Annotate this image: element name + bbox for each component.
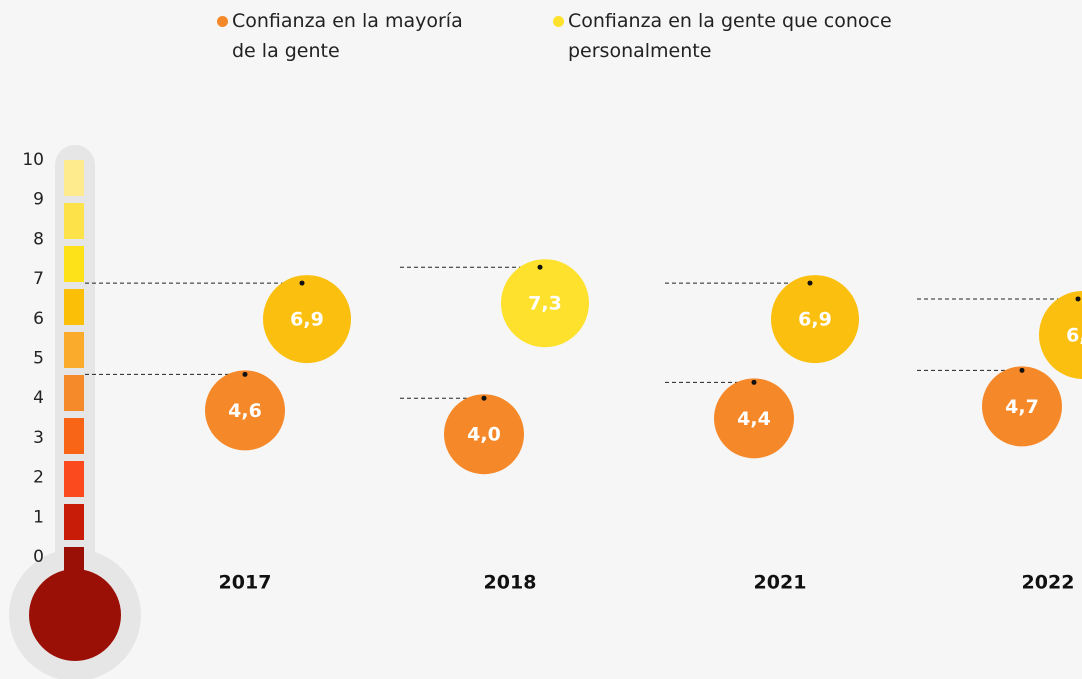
segment <box>64 504 84 540</box>
bubble <box>263 275 351 364</box>
segment <box>64 289 84 325</box>
segment <box>64 375 84 411</box>
y-tick-label: 4 <box>33 388 44 408</box>
legend-marker <box>217 16 228 27</box>
legend-item: Confianza en la gente que conoce persona… <box>553 6 928 66</box>
value-dot <box>807 280 813 286</box>
y-tick-label: 9 <box>33 190 44 210</box>
x-tick-label: 2021 <box>754 572 807 594</box>
bubble <box>982 366 1062 447</box>
y-tick-label: 2 <box>33 468 44 488</box>
data-label: 6,9 <box>290 309 324 331</box>
data-label: 6,9 <box>798 309 832 331</box>
data-label: 4,4 <box>737 408 771 430</box>
value-dot <box>481 395 487 401</box>
bubble <box>1039 290 1082 379</box>
value-dot <box>299 280 305 286</box>
bubble <box>205 370 285 451</box>
segment <box>64 332 84 368</box>
segment <box>64 246 84 282</box>
data-label: 4,7 <box>1005 396 1039 418</box>
x-tick-label: 2017 <box>219 572 272 594</box>
y-tick-label: 1 <box>33 507 44 527</box>
y-tick-label: 8 <box>33 229 44 249</box>
segment <box>64 418 84 454</box>
thermometer-segments <box>64 160 84 587</box>
x-tick-label: 2022 <box>1022 572 1075 594</box>
y-tick-label: 6 <box>33 309 44 329</box>
value-dot <box>537 264 543 270</box>
legend-label: Confianza en la mayoría de la gente <box>232 10 463 62</box>
y-tick-label: 7 <box>33 269 44 289</box>
bubble <box>771 275 859 364</box>
value-dot <box>242 371 248 377</box>
x-tick-label: 2018 <box>484 572 537 594</box>
bubble <box>501 259 589 348</box>
y-tick-label: 10 <box>22 150 44 170</box>
bubble <box>714 378 794 459</box>
segment <box>64 461 84 497</box>
value-dot <box>1075 296 1081 302</box>
value-dot <box>1019 367 1025 373</box>
bubble <box>444 394 524 475</box>
data-label: 6,5 <box>1066 324 1082 346</box>
thermometer-bulb <box>29 569 121 661</box>
legend-marker <box>553 16 564 27</box>
legend-label: Confianza en la gente que conoce persona… <box>568 10 892 62</box>
value-dot <box>751 379 757 385</box>
data-label: 4,6 <box>228 400 262 422</box>
segment <box>64 160 84 196</box>
y-tick-label: 0 <box>33 547 44 567</box>
data-label: 7,3 <box>528 293 562 315</box>
legend-item: Confianza en la mayoría de la gente <box>217 6 492 66</box>
data-label: 4,0 <box>467 424 501 446</box>
y-tick-label: 3 <box>33 428 44 448</box>
y-tick-label: 5 <box>33 349 44 369</box>
segment <box>64 203 84 239</box>
